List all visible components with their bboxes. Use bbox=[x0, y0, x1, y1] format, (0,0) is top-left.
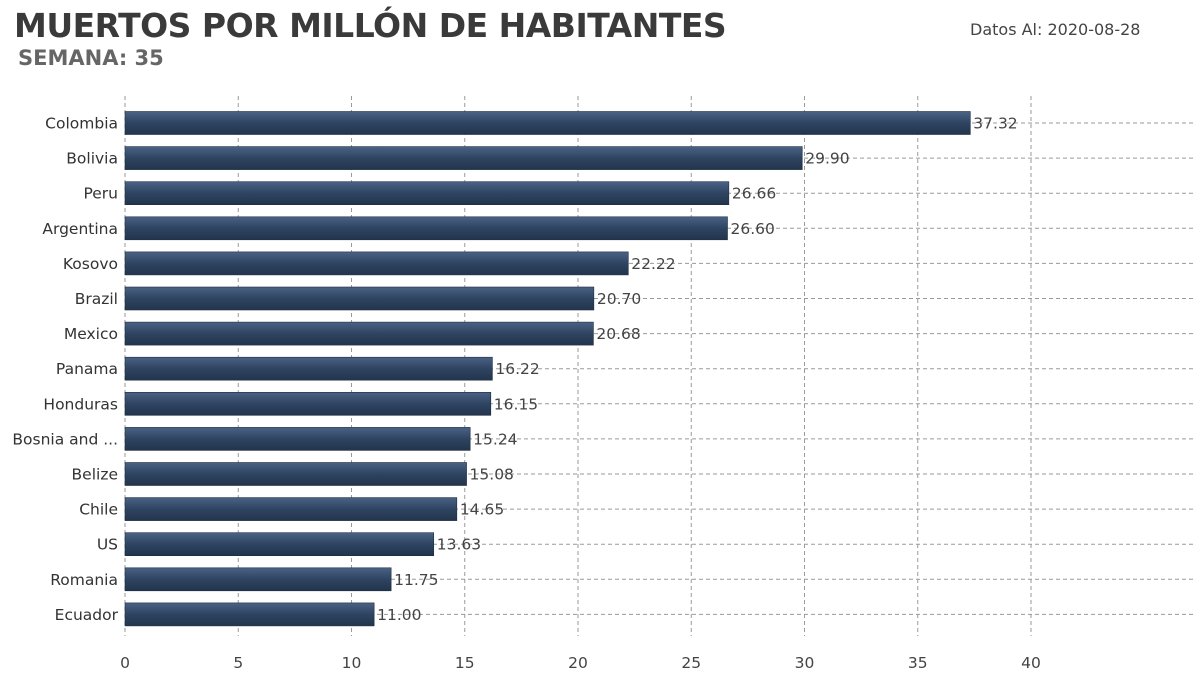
category-label: Kosovo bbox=[63, 255, 118, 273]
x-tick-label: 40 bbox=[1021, 654, 1041, 672]
x-tick-label: 15 bbox=[455, 654, 475, 672]
bar bbox=[124, 286, 595, 311]
value-label: 20.70 bbox=[597, 290, 641, 308]
value-label: 15.08 bbox=[470, 466, 514, 484]
value-label: 11.75 bbox=[394, 571, 438, 589]
x-tick-label: 30 bbox=[795, 654, 815, 672]
value-label: 26.66 bbox=[732, 185, 776, 203]
category-label: Mexico bbox=[64, 325, 118, 343]
chart-subtitle: SEMANA: 35 bbox=[18, 46, 164, 70]
data-date-label: Datos Al: 2020-08-28 bbox=[970, 20, 1141, 39]
category-label: Bolivia bbox=[66, 150, 118, 168]
bar bbox=[124, 427, 471, 451]
category-label: Chile bbox=[79, 501, 118, 519]
x-tick-label: 5 bbox=[233, 654, 243, 672]
x-tick-label: 10 bbox=[342, 654, 362, 672]
bar bbox=[124, 321, 594, 346]
bar bbox=[124, 146, 803, 170]
category-label: Brazil bbox=[75, 290, 118, 308]
category-label: Belize bbox=[72, 466, 118, 484]
x-tick-label: 35 bbox=[908, 654, 928, 672]
bar bbox=[124, 532, 435, 557]
value-label: 26.60 bbox=[730, 220, 774, 238]
value-label: 16.22 bbox=[495, 360, 539, 378]
bar bbox=[124, 602, 375, 627]
chart-title: MUERTOS POR MILLÓN DE HABITANTES bbox=[14, 6, 727, 45]
category-label: Bosnia and ... bbox=[12, 430, 118, 448]
x-tick-label: 20 bbox=[568, 654, 588, 672]
bars bbox=[124, 111, 971, 627]
category-label: Panama bbox=[56, 360, 118, 378]
value-label: 22.22 bbox=[631, 255, 675, 273]
category-label: Ecuador bbox=[55, 606, 119, 624]
value-label: 15.24 bbox=[473, 430, 517, 448]
value-label: 11.00 bbox=[377, 606, 421, 624]
bar bbox=[124, 567, 392, 592]
category-label: US bbox=[97, 536, 118, 554]
value-label: 16.15 bbox=[494, 395, 538, 413]
category-label: Argentina bbox=[42, 220, 118, 238]
category-label: Peru bbox=[83, 185, 118, 203]
value-label: 20.68 bbox=[596, 325, 640, 343]
value-label: 14.65 bbox=[460, 501, 504, 519]
bar bbox=[124, 111, 971, 135]
bar bbox=[124, 216, 728, 241]
bar bbox=[124, 462, 467, 486]
value-label: 13.63 bbox=[437, 536, 481, 554]
x-tick-label: 25 bbox=[681, 654, 701, 672]
x-tick-label: 0 bbox=[120, 654, 130, 672]
bar bbox=[124, 181, 730, 205]
value-label: 29.90 bbox=[805, 150, 849, 168]
category-label: Honduras bbox=[43, 395, 118, 413]
category-label: Romania bbox=[50, 571, 118, 589]
bar bbox=[124, 391, 492, 416]
category-label: Colombia bbox=[45, 115, 118, 133]
value-label: 37.32 bbox=[973, 115, 1017, 133]
bar bbox=[124, 356, 493, 381]
bar bbox=[124, 497, 458, 521]
bar bbox=[124, 251, 629, 276]
labels: 0 5 10 15 20 25 30 35 40 Colombia 37.32 Bolivia 29.9… bbox=[12, 115, 1040, 673]
